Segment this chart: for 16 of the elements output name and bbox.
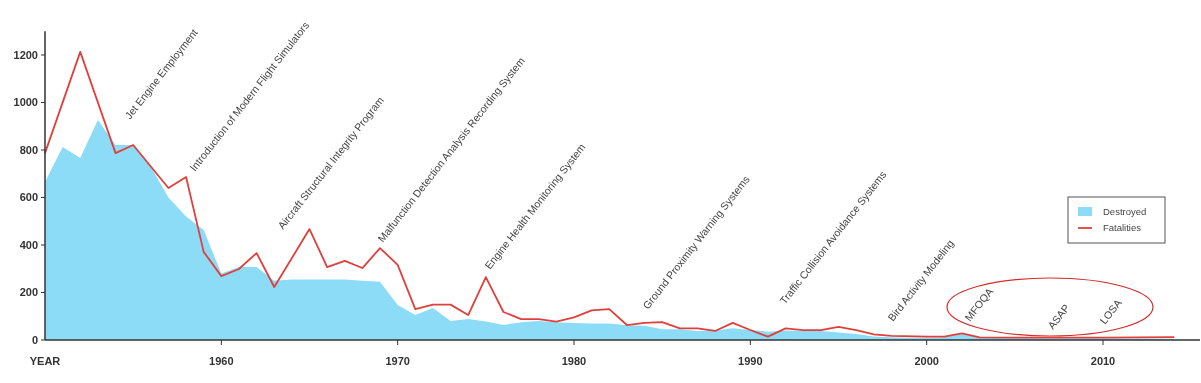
x-tick-label: 1970 — [385, 355, 410, 367]
legend-label: Fatalities — [1103, 222, 1142, 234]
x-tick-label: 1990 — [738, 355, 763, 367]
x-tick-label: 1980 — [561, 355, 587, 367]
x-tick-label: 2000 — [914, 355, 939, 367]
y-tick-label: 1000 — [13, 96, 38, 109]
y-tick-label: 800 — [19, 143, 38, 156]
y-tick-label: 0 — [31, 333, 38, 346]
legend-label: Destroyed — [1103, 206, 1147, 218]
y-tick-label: 1200 — [13, 48, 38, 61]
x-tick-label: 2010 — [1090, 355, 1116, 367]
y-tick-label: 200 — [19, 286, 38, 299]
y-tick-label: 400 — [19, 238, 38, 251]
y-tick-label: 600 — [19, 191, 38, 204]
x-tick-label: 1960 — [209, 355, 234, 367]
x-axis-title: YEAR — [29, 355, 61, 367]
